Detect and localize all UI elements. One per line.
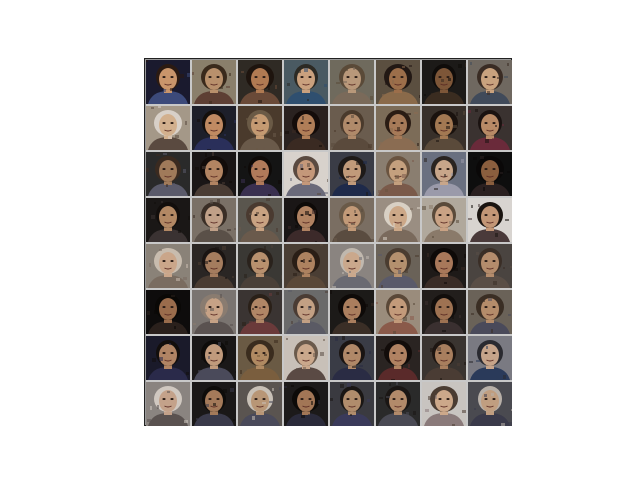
face-thumbnail (468, 152, 512, 196)
face-thumbnail (330, 382, 374, 426)
face-thumbnail (376, 244, 420, 288)
face-thumbnail (422, 244, 466, 288)
face-thumbnail (284, 244, 328, 288)
face-thumbnail (146, 152, 190, 196)
face-thumbnail (238, 336, 282, 380)
face-image-grid (146, 60, 512, 426)
face-thumbnail (146, 382, 190, 426)
face-thumbnail (238, 244, 282, 288)
face-thumbnail (376, 152, 420, 196)
face-thumbnail (238, 198, 282, 242)
face-thumbnail (192, 152, 236, 196)
face-thumbnail (468, 106, 512, 150)
face-thumbnail (468, 290, 512, 334)
face-thumbnail (376, 290, 420, 334)
face-thumbnail (146, 244, 190, 288)
face-thumbnail (192, 60, 236, 104)
face-thumbnail (376, 60, 420, 104)
image-grid-frame (144, 58, 512, 426)
face-thumbnail (238, 382, 282, 426)
face-thumbnail (330, 60, 374, 104)
face-thumbnail (284, 106, 328, 150)
face-thumbnail (238, 60, 282, 104)
face-thumbnail (422, 290, 466, 334)
face-thumbnail (238, 290, 282, 334)
face-thumbnail (422, 198, 466, 242)
face-thumbnail (146, 106, 190, 150)
face-thumbnail (192, 244, 236, 288)
face-thumbnail (146, 60, 190, 104)
face-thumbnail (330, 152, 374, 196)
face-thumbnail (422, 106, 466, 150)
face-thumbnail (376, 336, 420, 380)
face-thumbnail (468, 60, 512, 104)
face-thumbnail (192, 198, 236, 242)
face-thumbnail (146, 290, 190, 334)
face-thumbnail (284, 198, 328, 242)
face-thumbnail (192, 336, 236, 380)
face-thumbnail (422, 152, 466, 196)
face-thumbnail (468, 244, 512, 288)
face-thumbnail (468, 382, 512, 426)
face-thumbnail (146, 198, 190, 242)
face-thumbnail (284, 152, 328, 196)
face-thumbnail (330, 244, 374, 288)
face-thumbnail (238, 152, 282, 196)
face-thumbnail (284, 382, 328, 426)
face-thumbnail (330, 336, 374, 380)
face-thumbnail (192, 290, 236, 334)
face-thumbnail (284, 60, 328, 104)
face-thumbnail (376, 198, 420, 242)
face-thumbnail (422, 336, 466, 380)
face-thumbnail (146, 336, 190, 380)
face-thumbnail (468, 336, 512, 380)
face-thumbnail (284, 336, 328, 380)
face-thumbnail (330, 290, 374, 334)
face-thumbnail (422, 382, 466, 426)
face-thumbnail (192, 382, 236, 426)
face-thumbnail (330, 198, 374, 242)
face-thumbnail (330, 106, 374, 150)
face-thumbnail (238, 106, 282, 150)
face-thumbnail (422, 60, 466, 104)
face-thumbnail (284, 290, 328, 334)
face-thumbnail (376, 382, 420, 426)
face-thumbnail (376, 106, 420, 150)
face-thumbnail (468, 198, 512, 242)
face-thumbnail (192, 106, 236, 150)
